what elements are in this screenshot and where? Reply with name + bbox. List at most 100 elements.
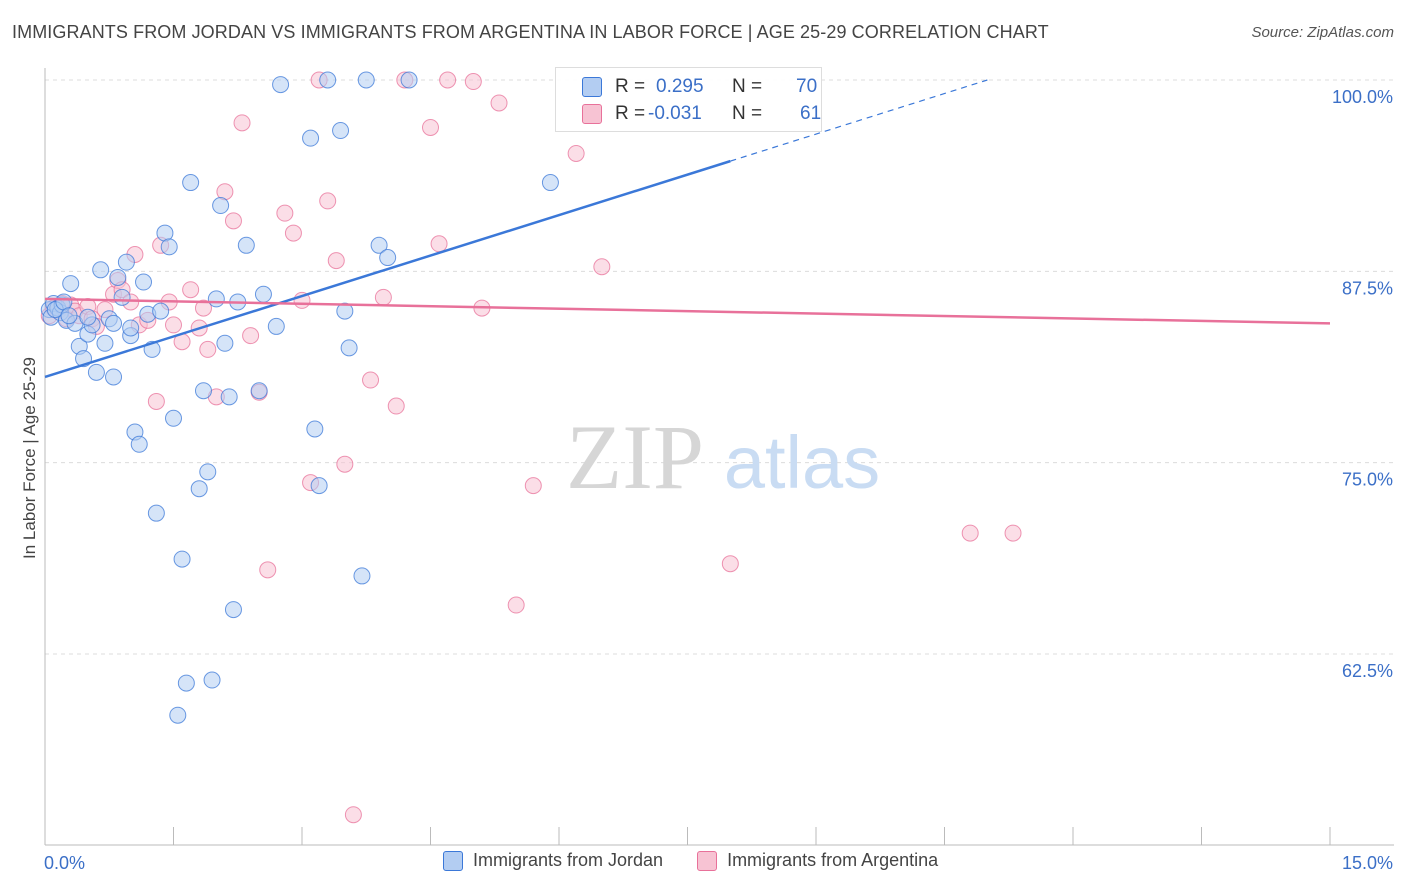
argentina-point <box>194 299 212 317</box>
jordan-point <box>92 261 110 279</box>
jordan-point <box>117 253 135 271</box>
jordan-point <box>113 288 131 306</box>
stats-n-value-argentina: 61 <box>800 103 822 124</box>
jordan-point <box>147 504 165 522</box>
legend: Immigrants from Jordan Immigrants from A… <box>443 850 962 871</box>
jordan-point <box>105 368 123 386</box>
argentina-point <box>567 144 585 162</box>
chart-title: IMMIGRANTS FROM JORDAN VS IMMIGRANTS FRO… <box>12 22 1049 42</box>
jordan-point <box>216 334 234 352</box>
jordan-point <box>122 319 140 337</box>
jordan-point <box>160 238 178 256</box>
chart-source: Source: ZipAtlas.com <box>1251 24 1394 41</box>
legend-swatch-jordan <box>443 850 463 871</box>
argentina-point <box>276 204 294 222</box>
jordan-point <box>109 268 127 286</box>
stats-box: R = 0.295 N = 70 R = -0.031 N = 61 <box>555 67 822 132</box>
argentina-point <box>233 114 251 132</box>
jordan-point <box>79 308 97 326</box>
argentina-point <box>387 397 405 415</box>
legend-item-argentina[interactable]: Immigrants from Argentina <box>697 850 938 871</box>
jordan-point <box>220 388 238 406</box>
tick-labels: 62.5% 75.0% 87.5% 100.0% 0.0% 15.0% <box>44 87 1393 873</box>
jordan-point <box>212 197 230 215</box>
jordan-point <box>190 480 208 498</box>
jordan-point <box>306 420 324 438</box>
jordan-point <box>130 435 148 453</box>
argentina-point <box>199 340 217 358</box>
jordan-point <box>177 674 195 692</box>
stats-swatch-argentina <box>582 104 602 124</box>
jordan-point <box>207 290 225 308</box>
legend-label-jordan: Immigrants from Jordan <box>473 850 664 870</box>
argentina-point <box>242 327 260 345</box>
stats-n-value-jordan: 70 <box>796 76 818 97</box>
argentina-point <box>464 73 482 91</box>
argentina-point <box>1004 524 1022 542</box>
argentina-point <box>721 555 739 573</box>
jordan-point <box>135 273 153 291</box>
argentina-point <box>344 806 362 824</box>
argentina-point <box>439 71 457 89</box>
jordan-point <box>203 671 221 689</box>
y-tick-label: 87.5% <box>1342 278 1393 298</box>
jordan-point <box>336 302 354 320</box>
stats-n-label: N = <box>732 76 763 97</box>
jordan-point <box>105 314 123 332</box>
jordan-point <box>250 382 268 400</box>
stats-r-label: R = <box>615 76 646 97</box>
jordan-point <box>379 249 397 267</box>
jordan-point <box>370 236 388 254</box>
legend-swatch-argentina <box>697 850 718 871</box>
argentina-point <box>430 235 448 253</box>
stats-r-value-jordan: 0.295 <box>656 76 704 97</box>
argentina-point <box>524 477 542 495</box>
y-tick-label: 62.5% <box>1342 661 1393 681</box>
argentina-trend-line <box>44 297 1331 325</box>
jordan-point <box>357 71 375 89</box>
jordan-trend-line <box>44 159 731 379</box>
jordan-point <box>96 334 114 352</box>
argentina-point <box>147 392 165 410</box>
argentina-point <box>165 316 182 334</box>
jordan-point <box>60 307 78 325</box>
stats-n-label: N = <box>732 103 763 124</box>
argentina-point <box>374 288 392 306</box>
jordan-point <box>319 71 337 89</box>
argentina-point <box>490 94 508 112</box>
y-tick-label: 100.0% <box>1332 87 1393 107</box>
x-tick-label: 0.0% <box>44 853 85 873</box>
jordan-point <box>302 129 320 147</box>
y-tick-label: 75.0% <box>1342 470 1393 490</box>
jordan-point <box>194 382 212 400</box>
argentina-point <box>259 561 277 579</box>
argentina-point <box>182 281 200 299</box>
stats-r-value-argentina: -0.031 <box>648 103 702 124</box>
argentina-point <box>961 524 979 542</box>
legend-item-jordan[interactable]: Immigrants from Jordan <box>443 850 663 871</box>
watermark-atlas: atlas <box>724 421 880 504</box>
argentina-point <box>284 224 302 242</box>
argentina-point <box>327 252 345 270</box>
jordan-point <box>182 174 200 192</box>
jordan-point <box>332 122 350 140</box>
argentina-point <box>336 455 354 473</box>
jordan-point <box>400 71 418 89</box>
argentina-point <box>507 596 525 614</box>
jordan-point <box>254 285 272 303</box>
argentina-point <box>319 192 337 210</box>
axes <box>44 68 1394 846</box>
jordan-point <box>272 76 290 94</box>
argentina-point <box>422 118 439 136</box>
argentina-point <box>224 212 242 230</box>
jordan-point <box>173 550 191 568</box>
x-tick-label: 15.0% <box>1342 853 1393 873</box>
legend-label-argentina: Immigrants from Argentina <box>727 850 939 870</box>
jordan-point <box>340 339 358 357</box>
stats-r-label: R = <box>615 103 646 124</box>
jordan-point <box>87 363 105 381</box>
argentina-point <box>362 371 380 389</box>
jordan-point <box>199 463 217 481</box>
trend-lines <box>44 79 1331 379</box>
